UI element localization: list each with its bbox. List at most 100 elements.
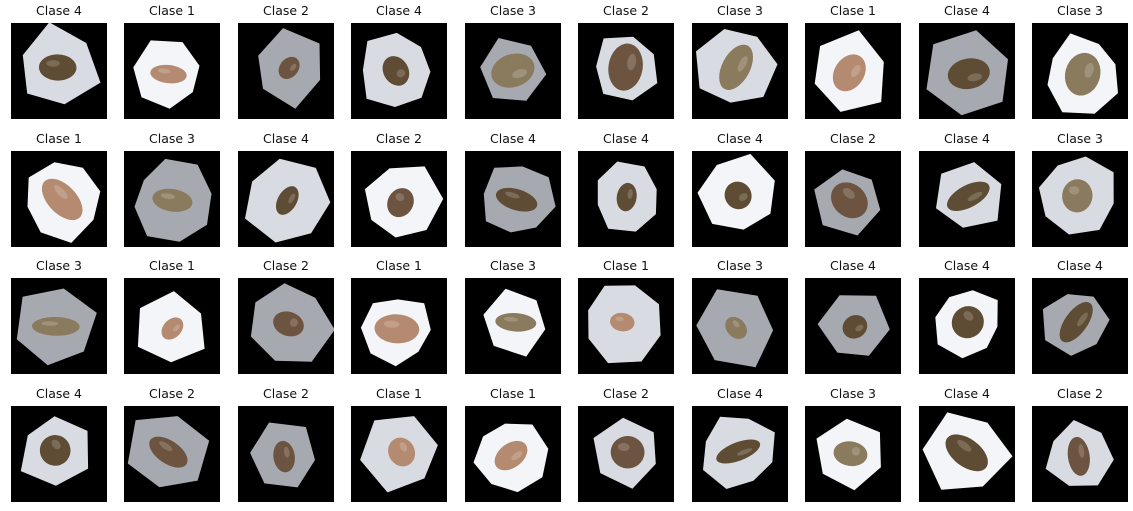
grid-cell: Clase 4 bbox=[11, 3, 107, 123]
grid-cell: Clase 1 bbox=[805, 3, 901, 123]
cell-image bbox=[465, 278, 561, 374]
cell-image bbox=[351, 406, 447, 502]
bean-icon bbox=[494, 440, 528, 471]
bean-highlight bbox=[1068, 186, 1080, 195]
cell-image bbox=[1032, 151, 1128, 247]
grid-cell: Clase 4 bbox=[805, 258, 901, 378]
cell-image bbox=[11, 23, 107, 119]
bean-highlight bbox=[1084, 62, 1094, 78]
grid-cell: Clase 2 bbox=[238, 258, 334, 378]
cell-image bbox=[578, 151, 674, 247]
bean-highlight bbox=[627, 189, 633, 199]
cell-image bbox=[578, 23, 674, 119]
bean-icon bbox=[491, 53, 535, 88]
bean-icon bbox=[382, 56, 410, 86]
cell-title: Clase 3 bbox=[36, 258, 82, 273]
cell-image bbox=[692, 151, 788, 247]
grid-cell: Clase 4 bbox=[11, 386, 107, 506]
cell-title: Clase 3 bbox=[1057, 3, 1103, 18]
bean-icon bbox=[830, 182, 868, 219]
grid-cell: Clase 4 bbox=[1032, 258, 1128, 378]
cell-image bbox=[692, 23, 788, 119]
bean-icon bbox=[1059, 302, 1093, 343]
cell-title: Clase 2 bbox=[1057, 386, 1103, 401]
bean-icon bbox=[41, 178, 83, 221]
grid-cell: Clase 4 bbox=[919, 258, 1015, 378]
cell-title: Clase 3 bbox=[717, 3, 763, 18]
cell-title: Clase 1 bbox=[490, 386, 536, 401]
bean-highlight bbox=[157, 68, 171, 74]
cell-image bbox=[238, 23, 334, 119]
cell-title: Clase 4 bbox=[944, 258, 990, 273]
bean-highlight bbox=[843, 187, 855, 199]
bean-icon bbox=[1067, 436, 1090, 476]
bean-icon bbox=[152, 188, 193, 212]
bean-icon bbox=[945, 434, 988, 472]
grid-cell: Clase 1 bbox=[11, 131, 107, 251]
grid-cell: Clase 2 bbox=[124, 386, 220, 506]
grid-cell: Clase 3 bbox=[465, 3, 561, 123]
bean-icon bbox=[278, 56, 300, 79]
bean-icon bbox=[149, 436, 188, 468]
bean-highlight bbox=[617, 443, 630, 452]
grid-cell: Clase 2 bbox=[238, 386, 334, 506]
cell-title: Clase 4 bbox=[603, 131, 649, 146]
cell-title: Clase 1 bbox=[149, 3, 195, 18]
grid-cell: Clase 2 bbox=[351, 131, 447, 251]
bean-highlight bbox=[736, 448, 753, 456]
bean-icon bbox=[495, 187, 538, 212]
cell-image bbox=[578, 278, 674, 374]
bean-icon bbox=[387, 188, 414, 218]
bean-highlight bbox=[967, 73, 983, 82]
grid-cell: Clase 3 bbox=[692, 258, 788, 378]
grid-cell: Clase 4 bbox=[238, 131, 334, 251]
cell-image bbox=[919, 23, 1015, 119]
bean-highlight bbox=[160, 193, 176, 200]
cell-title: Clase 2 bbox=[263, 258, 309, 273]
cell-image bbox=[351, 151, 447, 247]
bean-highlight bbox=[855, 324, 864, 332]
bean-icon bbox=[273, 440, 295, 473]
cell-title: Clase 4 bbox=[36, 386, 82, 401]
bean-highlight bbox=[289, 63, 297, 71]
cell-title: Clase 4 bbox=[717, 386, 763, 401]
bean-icon bbox=[161, 317, 184, 340]
bean-highlight bbox=[737, 56, 748, 72]
grid-cell: Clase 4 bbox=[465, 131, 561, 251]
cell-image bbox=[805, 23, 901, 119]
cell-image bbox=[238, 278, 334, 374]
bean-icon bbox=[725, 316, 747, 339]
cell-image bbox=[1032, 23, 1128, 119]
cell-image bbox=[578, 406, 674, 502]
bean-icon bbox=[610, 435, 645, 469]
bean-icon bbox=[608, 43, 643, 91]
grid-cell: Clase 2 bbox=[238, 3, 334, 123]
grid-cell: Clase 2 bbox=[578, 3, 674, 123]
cell-title: Clase 1 bbox=[603, 258, 649, 273]
cell-image bbox=[919, 278, 1015, 374]
bean-highlight bbox=[159, 441, 173, 452]
bean-icon bbox=[1064, 52, 1101, 96]
cell-title: Clase 4 bbox=[490, 131, 536, 146]
grid-cell: Clase 3 bbox=[124, 131, 220, 251]
bean-highlight bbox=[1078, 444, 1085, 458]
cell-title: Clase 3 bbox=[149, 131, 195, 146]
bean-highlight bbox=[511, 451, 523, 461]
grid-cell: Clase 2 bbox=[1032, 386, 1128, 506]
bean-icon bbox=[1062, 179, 1093, 213]
cell-title: Clase 3 bbox=[490, 3, 536, 18]
cell-title: Clase 4 bbox=[944, 386, 990, 401]
cell-image bbox=[11, 151, 107, 247]
cell-image bbox=[1032, 406, 1128, 502]
cell-title: Clase 4 bbox=[830, 258, 876, 273]
cell-image bbox=[124, 406, 220, 502]
grid-cell: Clase 1 bbox=[124, 3, 220, 123]
grid-cell: Clase 3 bbox=[1032, 3, 1128, 123]
cell-image bbox=[465, 406, 561, 502]
cell-image bbox=[124, 23, 220, 119]
bean-icon bbox=[39, 435, 71, 466]
grid-cell: Clase 3 bbox=[465, 258, 561, 378]
cell-title: Clase 4 bbox=[944, 3, 990, 18]
bean-highlight bbox=[505, 191, 520, 199]
bean-highlight bbox=[395, 193, 405, 202]
